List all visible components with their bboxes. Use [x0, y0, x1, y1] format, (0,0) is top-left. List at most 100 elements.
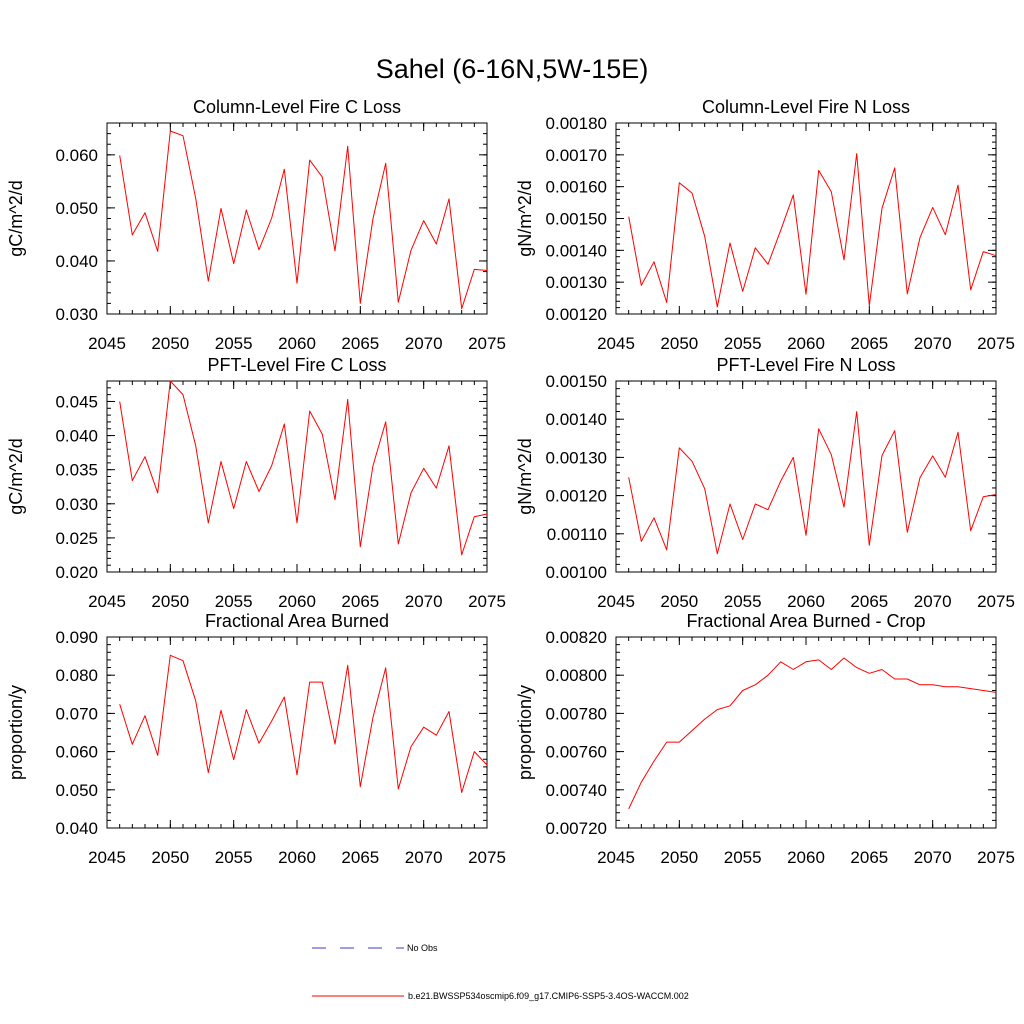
legend-label-model: b.e21.BWSSP534oscmip6.f09_g17.CMIP6-SSP5…	[408, 991, 689, 1001]
x-tick-label: 2050	[660, 848, 698, 867]
series-line	[119, 380, 488, 556]
panels: 2045 2050 2055 2060 2065 2070 2075 0.030 0.040 0.…	[6, 97, 1015, 867]
x-tick-label: 2075	[977, 848, 1015, 867]
x-tick-label: 2075	[468, 334, 506, 353]
y-tick-label: 0.00800	[546, 666, 607, 685]
series-line	[628, 411, 997, 555]
y-tick-label: 0.035	[55, 461, 98, 480]
y-tick-label: 0.050	[55, 781, 98, 800]
x-tick-label: 2060	[787, 592, 825, 611]
y-tick-label: 0.025	[55, 529, 98, 548]
plot-frame	[106, 122, 488, 315]
x-tick-label: 2045	[88, 334, 126, 353]
x-tick-label: 2070	[405, 848, 443, 867]
y-tick-label: 0.00110	[547, 525, 607, 544]
chart-panel-2: 2045 2050 2055 2060 2065 2070 2075 0.00120 0.001…	[515, 97, 1015, 353]
x-tick-label: 2045	[88, 848, 126, 867]
y-tick-label: 0.00120	[546, 487, 607, 506]
x-tick-label: 2050	[151, 334, 189, 353]
x-tick-label: 2065	[341, 592, 379, 611]
y-axis-label: proportion/y	[6, 685, 26, 780]
chart-panel-4: 2045 2050 2055 2060 2065 2070 2075 0.00100 0.001…	[515, 355, 1015, 611]
panel-title: PFT-Level Fire N Loss	[716, 355, 895, 375]
panel-title: Column-Level Fire C Loss	[193, 97, 401, 117]
y-tick-label: 0.00170	[546, 146, 607, 165]
x-tick-label: 2055	[215, 848, 253, 867]
y-tick-label: 0.060	[55, 146, 98, 165]
y-axis-label: gN/m^2/d	[515, 438, 535, 514]
x-tick-label: 2070	[914, 592, 952, 611]
plot-frame	[106, 636, 488, 829]
y-tick-label: 0.00120	[546, 305, 607, 324]
y-axis-label: proportion/y	[515, 685, 535, 780]
y-tick-label: 0.045	[55, 392, 98, 411]
x-tick-label: 2075	[468, 848, 506, 867]
panel-title: Column-Level Fire N Loss	[702, 97, 910, 117]
x-tick-label: 2055	[215, 334, 253, 353]
y-tick-label: 0.00100	[546, 563, 607, 582]
figure-title: Sahel (6-16N,5W-15E)	[376, 54, 649, 84]
y-tick-label: 0.040	[55, 427, 98, 446]
y-tick-label: 0.00140	[546, 410, 607, 429]
y-tick-label: 0.00150	[546, 210, 607, 229]
y-tick-label: 0.090	[55, 628, 98, 647]
chart-panel-3: 2045 2050 2055 2060 2065 2070 2075 0.020 0.025 0.…	[6, 355, 506, 611]
x-tick-label: 2065	[850, 592, 888, 611]
panel-title: Fractional Area Burned - Crop	[686, 611, 925, 631]
y-tick-label: 0.00130	[546, 273, 607, 292]
legend: No Obs b.e21.BWSSP534oscmip6.f09_g17.CMI…	[312, 943, 689, 1001]
y-tick-label: 0.00740	[546, 781, 607, 800]
x-tick-label: 2060	[787, 334, 825, 353]
y-tick-label: 0.00760	[546, 743, 607, 762]
x-tick-label: 2070	[405, 334, 443, 353]
series-line	[628, 153, 997, 308]
y-tick-label: 0.00820	[546, 628, 607, 647]
x-tick-label: 2055	[724, 334, 762, 353]
x-tick-label: 2060	[278, 848, 316, 867]
y-axis-label: gC/m^2/d	[6, 438, 26, 514]
x-tick-label: 2065	[341, 334, 379, 353]
y-tick-label: 0.050	[55, 199, 98, 218]
y-tick-label: 0.080	[55, 666, 98, 685]
y-tick-label: 0.070	[55, 704, 98, 723]
x-tick-label: 2065	[341, 848, 379, 867]
x-tick-label: 2055	[724, 592, 762, 611]
x-tick-label: 2045	[597, 848, 635, 867]
x-tick-label: 2065	[850, 334, 888, 353]
x-tick-label: 2075	[977, 334, 1015, 353]
y-tick-label: 0.060	[55, 743, 98, 762]
y-tick-label: 0.00130	[546, 448, 607, 467]
chart-panel-1: 2045 2050 2055 2060 2065 2070 2075 0.030 0.040 0.…	[6, 97, 506, 353]
y-tick-label: 0.00780	[546, 704, 607, 723]
panel-title: PFT-Level Fire C Loss	[207, 355, 386, 375]
x-tick-label: 2060	[278, 334, 316, 353]
x-tick-label: 2045	[597, 592, 635, 611]
y-axis-label: gC/m^2/d	[6, 180, 26, 256]
x-tick-label: 2050	[660, 334, 698, 353]
x-tick-label: 2070	[914, 848, 952, 867]
y-tick-label: 0.030	[55, 305, 98, 324]
y-tick-label: 0.00150	[546, 372, 607, 391]
y-tick-label: 0.00720	[546, 819, 607, 838]
chart-panel-6: 2045 2050 2055 2060 2065 2070 2075 0.00720 0.007…	[515, 611, 1015, 867]
panel-title: Fractional Area Burned	[205, 611, 389, 631]
series-line	[628, 657, 997, 810]
y-tick-label: 0.00160	[546, 178, 607, 197]
y-tick-label: 0.030	[55, 495, 98, 514]
y-tick-label: 0.00140	[546, 241, 607, 260]
plot-frame	[106, 380, 488, 573]
x-tick-label: 2045	[597, 334, 635, 353]
x-tick-label: 2050	[151, 848, 189, 867]
y-tick-label: 0.00180	[546, 114, 607, 133]
y-tick-label: 0.040	[55, 252, 98, 271]
chart-panel-5: 2045 2050 2055 2060 2065 2070 2075 0.040 0.050 0.…	[6, 611, 506, 867]
y-axis-label: gN/m^2/d	[515, 180, 535, 256]
x-tick-label: 2065	[850, 848, 888, 867]
x-tick-label: 2060	[278, 592, 316, 611]
plot-frame	[615, 122, 997, 315]
x-tick-label: 2070	[405, 592, 443, 611]
x-tick-label: 2075	[977, 592, 1015, 611]
plot-frame	[615, 636, 997, 829]
x-tick-label: 2070	[914, 334, 952, 353]
